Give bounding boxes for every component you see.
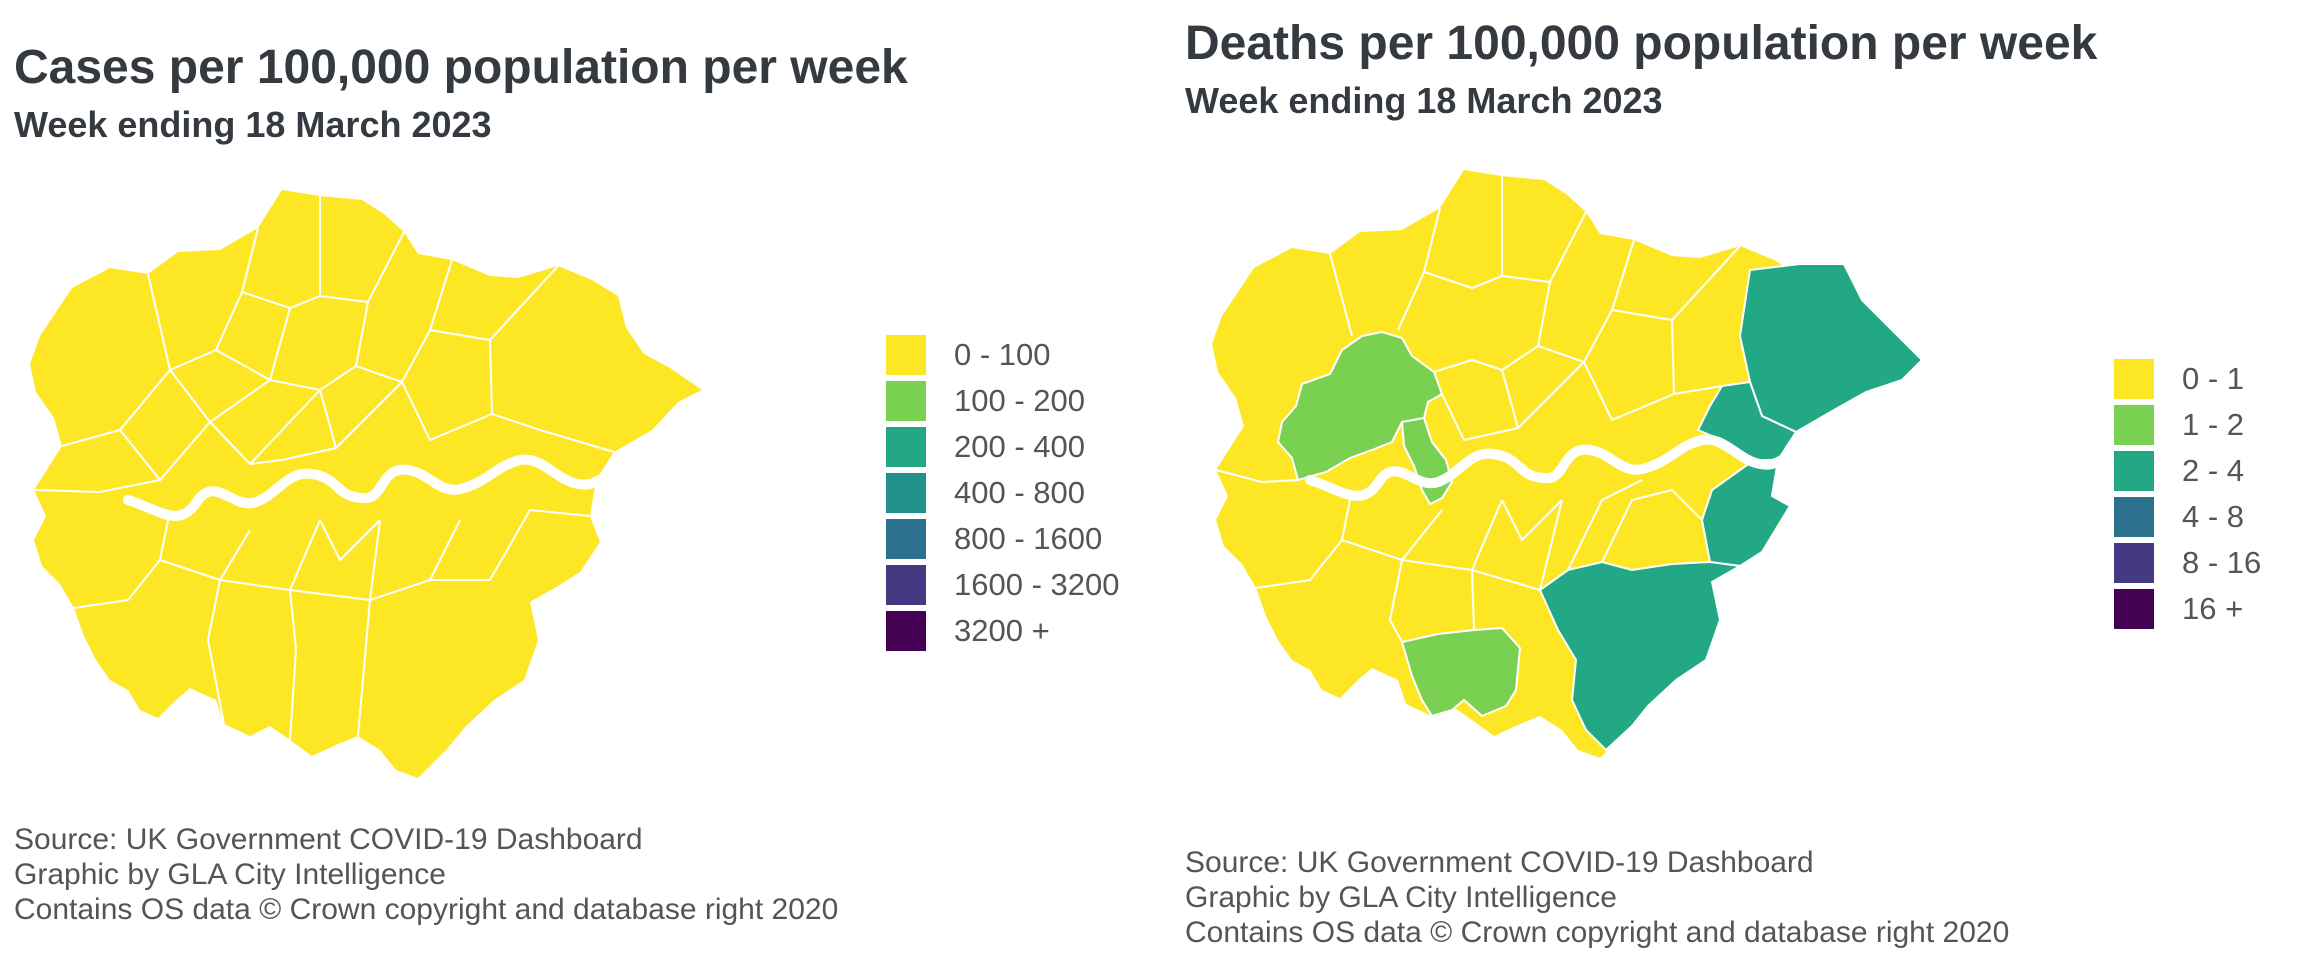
- legend-swatch: [2114, 497, 2154, 537]
- legend-item: 200 - 400: [886, 424, 1119, 470]
- borough-boundary: [319, 519, 381, 562]
- deaths-title: Deaths per 100,000 population per week: [1185, 17, 2098, 70]
- borough-boundary: [489, 339, 615, 453]
- legend-swatch: [886, 565, 926, 605]
- borough-boundary: [1422, 176, 1503, 290]
- legend-item: 100 - 200: [886, 378, 1119, 424]
- copyright-line: Contains OS data © Crown copyright and d…: [1185, 916, 2010, 949]
- cases-subtitle: Week ending 18 March 2023: [14, 104, 492, 145]
- borough-boundary: [1583, 361, 1675, 422]
- borough-bexley: [1700, 459, 1792, 568]
- cases-boroughs: [30, 190, 702, 778]
- borough-havering: [1738, 263, 1924, 434]
- borough-boundary: [357, 599, 371, 737]
- borough-boundary: [1329, 253, 1353, 337]
- legend-label: 800 - 1600: [954, 521, 1103, 556]
- borough-boundary: [1433, 345, 1539, 373]
- borough-boundary: [206, 579, 225, 725]
- legend-swatch: [2114, 405, 2154, 445]
- deaths-subtitle: Week ending 18 March 2023: [1185, 80, 1663, 121]
- legend-label: 100 - 200: [954, 383, 1085, 418]
- legend-label: 400 - 800: [954, 475, 1085, 510]
- river-thames: [123, 454, 625, 521]
- legend-swatch: [886, 335, 926, 375]
- legend-item: 16 +: [2114, 586, 2261, 632]
- borough-boundary: [1255, 489, 1353, 589]
- legend-swatch: [886, 519, 926, 559]
- borough-boundary: [1471, 499, 1563, 592]
- borough-boundary: [1501, 499, 1563, 542]
- cases-legend: 0 - 100 100 - 200 200 - 400 400 - 800 80…: [886, 332, 1119, 654]
- borough-boundary: [1441, 393, 1519, 442]
- cases-source: Source: UK Government COVID-19 Dashboard…: [14, 822, 838, 927]
- legend-label: 200 - 400: [954, 429, 1085, 464]
- source-line: Source: UK Government COVID-19 Dashboard: [1185, 846, 1814, 879]
- cases-title: Cases per 100,000 population per week: [14, 41, 908, 94]
- cases-map: [30, 190, 702, 778]
- legend-swatch: [886, 473, 926, 513]
- legend-label: 2 - 4: [2182, 453, 2245, 488]
- borough-boundary: [1567, 479, 1643, 571]
- deaths-panel: Deaths per 100,000 population per week W…: [1152, 0, 2304, 960]
- source-line: Source: UK Government COVID-19 Dashboard: [14, 823, 643, 856]
- borough-boundary: [249, 447, 337, 465]
- deaths-boroughs: [1212, 170, 1924, 758]
- legend-swatch: [2114, 589, 2154, 629]
- legend-item: 1600 - 3200: [886, 562, 1119, 608]
- legend-label: 4 - 8: [2182, 499, 2245, 534]
- borough-boundary: [401, 381, 493, 442]
- deaths-source: Source: UK Government COVID-19 Dashboard…: [1185, 845, 2009, 950]
- legend-item: 2 - 4: [2114, 448, 2261, 494]
- copyright-line: Contains OS data © Crown copyright and d…: [14, 893, 839, 926]
- legend-label: 3200 +: [954, 613, 1050, 648]
- borough-sutton: [1400, 626, 1522, 718]
- credit-line: Graphic by GLA City Intelligence: [1185, 881, 1617, 914]
- legend-item: 3200 +: [886, 608, 1119, 654]
- borough-boundary: [430, 508, 591, 581]
- legend-item: 1 - 2: [2114, 402, 2261, 448]
- legend-label: 1 - 2: [2182, 407, 2245, 442]
- borough-boundary: [289, 589, 298, 741]
- cases-panel: Cases per 100,000 population per week We…: [14, 41, 1119, 927]
- borough-boundary: [73, 509, 171, 609]
- legend-swatch: [886, 381, 926, 421]
- legend-item: 0 - 1: [2114, 356, 2261, 402]
- deaths-map: [1212, 170, 1924, 758]
- borough-boundary: [1397, 271, 1425, 331]
- borough-boundary: [1601, 488, 1703, 563]
- river-thames: [1305, 434, 1807, 501]
- legend-label: 1600 - 3200: [954, 567, 1120, 602]
- legend-swatch: [886, 611, 926, 651]
- legend-item: 4 - 8: [2114, 494, 2261, 540]
- legend-item: 8 - 16: [2114, 540, 2261, 586]
- borough-boundary: [1388, 559, 1403, 643]
- legend-label: 0 - 1: [2182, 361, 2245, 396]
- legend-swatch: [2114, 359, 2154, 399]
- legend-item: 800 - 1600: [886, 516, 1119, 562]
- legend-label: 8 - 16: [2182, 545, 2262, 580]
- legend-label: 0 - 100: [954, 337, 1051, 372]
- legend-item: 400 - 800: [886, 470, 1119, 516]
- legend-swatch: [886, 427, 926, 467]
- legend-swatch: [2114, 543, 2154, 583]
- borough-boundary: [33, 479, 161, 494]
- legend-item: 0 - 100: [886, 332, 1119, 378]
- deaths-legend: 0 - 1 1 - 2 2 - 4 4 - 8 8 - 16 16 +: [2114, 356, 2261, 632]
- borough-boundary: [1471, 569, 1475, 631]
- london-outline: [30, 190, 702, 778]
- legend-label: 16 +: [2182, 591, 2244, 626]
- borough-boundary: [1215, 469, 1299, 484]
- legend-swatch: [2114, 451, 2154, 491]
- borough-boundary: [119, 379, 271, 482]
- credit-line: Graphic by GLA City Intelligence: [14, 858, 446, 891]
